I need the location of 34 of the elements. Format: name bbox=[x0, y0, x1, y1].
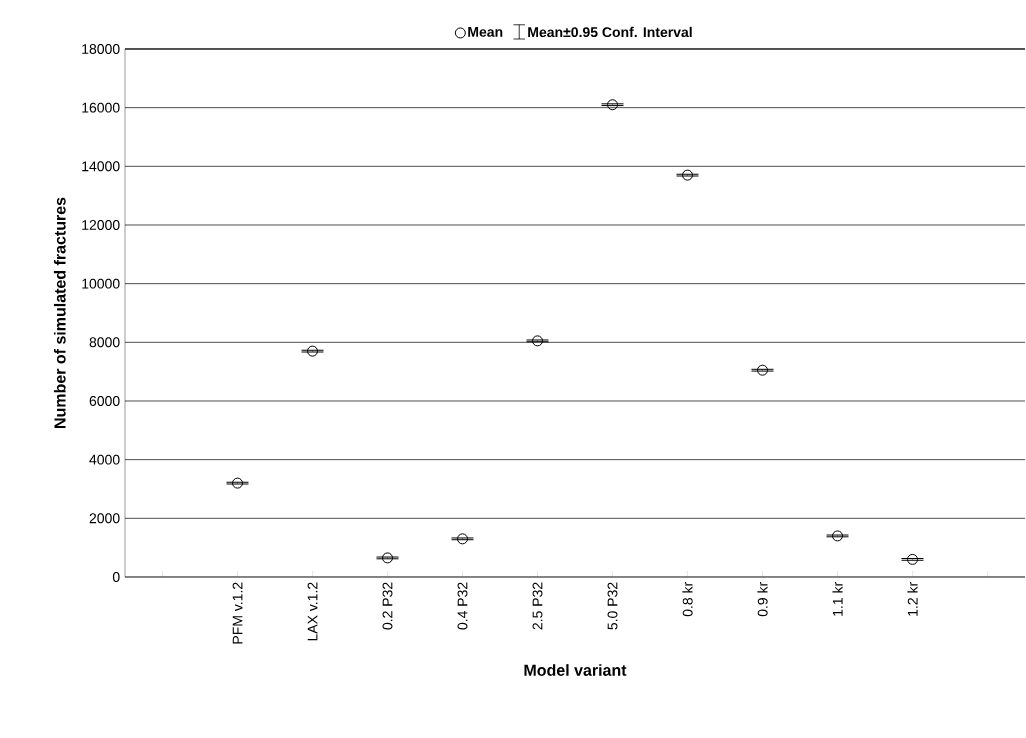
x-tick-label: 0.8 kr bbox=[682, 582, 693, 617]
point bbox=[457, 533, 468, 545]
x-tick-label: 2.5 P32 bbox=[532, 582, 543, 630]
x-tick-label: 0.2 P32 bbox=[382, 582, 393, 630]
y-tick-label: 16000 bbox=[82, 102, 120, 113]
x-tick-label: LAX v.1.2 bbox=[307, 582, 318, 641]
point bbox=[307, 345, 318, 357]
y-tick-label: 6000 bbox=[89, 396, 120, 406]
point bbox=[832, 530, 843, 542]
x-tick-label: PFM v.1.2 bbox=[232, 582, 243, 644]
text: Mean±0.95 Conf. Interval bbox=[528, 26, 692, 38]
point bbox=[757, 364, 768, 376]
x-axis-title: Model variant bbox=[524, 664, 627, 676]
x-tick-label: 0.9 kr bbox=[757, 582, 768, 617]
point bbox=[607, 99, 618, 111]
y-tick-label: 18000 bbox=[82, 44, 120, 54]
y-tick-label: 0 bbox=[112, 572, 120, 582]
legend-label: Mean bbox=[468, 27, 503, 37]
point bbox=[232, 477, 243, 489]
y-axis-title: Number of simulated fractures bbox=[53, 197, 66, 428]
y-tick-label: 2000 bbox=[89, 513, 120, 524]
point bbox=[532, 335, 544, 347]
y-tick-label: 14000 bbox=[82, 161, 120, 172]
x-tick-label: 1.2 kr bbox=[907, 582, 918, 616]
y-tick-label: 12000 bbox=[82, 220, 120, 230]
point bbox=[907, 553, 918, 565]
x-tick-label: 0.4 P32 bbox=[457, 582, 468, 630]
y-tick-label: 10000 bbox=[82, 278, 120, 289]
y-tick-label: 4000 bbox=[89, 454, 120, 465]
point bbox=[382, 552, 393, 564]
y-tick-label: 8000 bbox=[89, 337, 120, 348]
point bbox=[682, 169, 693, 181]
x-tick-label: 5.0 P32 bbox=[607, 582, 618, 630]
x-tick-label: 1.1 kr bbox=[832, 582, 843, 616]
